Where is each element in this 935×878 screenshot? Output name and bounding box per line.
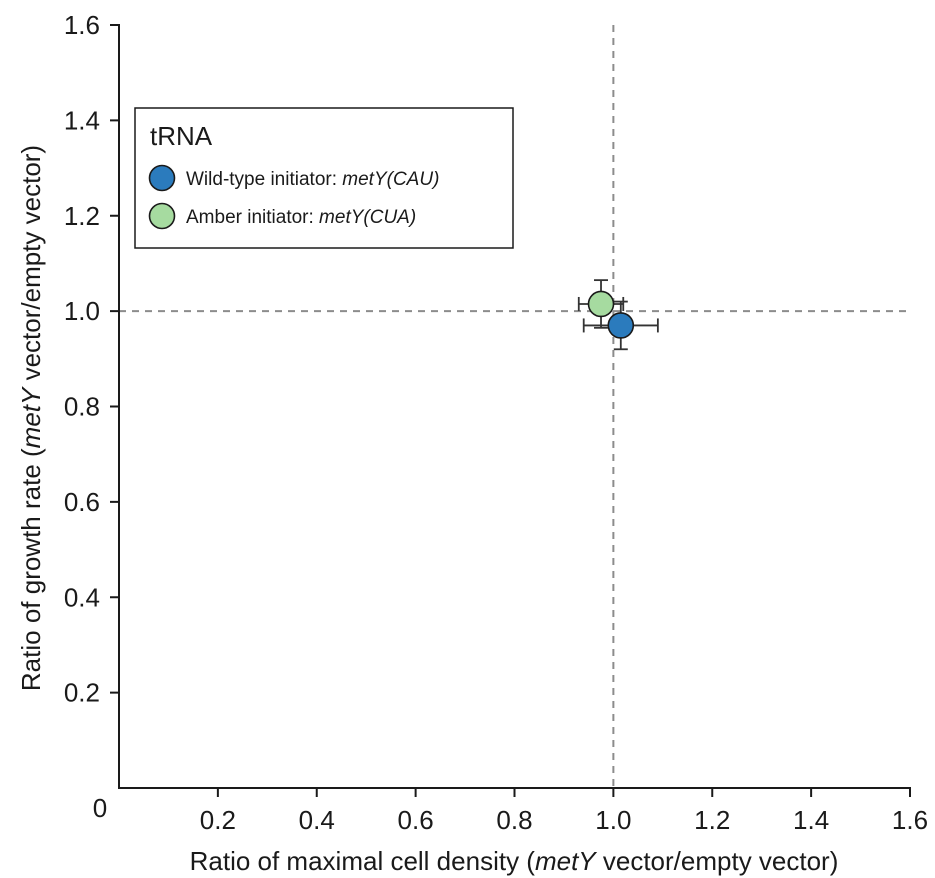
x-axis-title-part-1: Ratio of maximal cell density ( [190, 846, 536, 876]
data-points [577, 279, 659, 351]
legend-label-gene: metY(CAU) [342, 169, 439, 190]
data-point [607, 312, 635, 339]
x-axis-title-gene: metY [535, 846, 597, 876]
y-tick-label: 0.4 [64, 582, 100, 612]
y-tick-label: 1.2 [64, 201, 100, 231]
y-axis-title-part-2: vector/empty vector) [16, 145, 46, 388]
legend-entries: Wild-type initiator: metY(CAU) Amber init… [148, 164, 439, 230]
legend-label: Amber initiator: metY(CUA) [186, 207, 416, 228]
legend-label-prefix: Amber initiator: [186, 207, 319, 228]
legend-title: tRNA [150, 121, 213, 151]
x-tick-label: 0.4 [299, 805, 335, 835]
y-axis-title: Ratio of growth rate (metY vector/empty … [16, 145, 46, 691]
y-axis-title-part-1: Ratio of growth rate ( [16, 448, 46, 691]
y-axis-title-gene: metY [16, 386, 46, 448]
y-tick-label: 1.6 [64, 10, 100, 40]
x-tick-label: 1.4 [793, 805, 829, 835]
x-tick-label: 1.0 [595, 805, 631, 835]
legend-marker [148, 202, 176, 230]
y-tick-label: 0.2 [64, 678, 100, 708]
legend-label: Wild-type initiator: metY(CAU) [186, 169, 439, 190]
data-point-group [582, 300, 659, 351]
y-tick-label: 0.6 [64, 487, 100, 517]
legend-marker [148, 164, 176, 192]
legend: tRNA Wild-type initiator: metY(CAU) Amber… [134, 107, 514, 249]
legend-box [134, 107, 514, 249]
origin-label: 0 [93, 793, 107, 823]
x-tick-label: 0.8 [496, 805, 532, 835]
y-tick-label: 1.4 [64, 105, 100, 135]
legend-label-gene: metY(CUA) [319, 207, 416, 228]
reference-lines [119, 25, 910, 788]
x-tick-label: 1.6 [892, 805, 928, 835]
x-tick-label: 0.2 [200, 805, 236, 835]
ticks: 0.2 0.4 0.6 0.8 1.0 1.2 1.4 1.6 0.2 0.4 0.6 0.8 1.0 1… [64, 10, 928, 835]
x-axis-title-part-2: vector/empty vector) [596, 846, 839, 876]
y-tick-label: 0.8 [64, 392, 100, 422]
legend-label-prefix: Wild-type initiator: [186, 169, 342, 190]
y-tick-label: 1.0 [64, 296, 100, 326]
x-tick-label: 0.6 [398, 805, 434, 835]
x-axis-title: Ratio of maximal cell density (metY vect… [190, 846, 839, 876]
data-point [587, 290, 615, 318]
x-tick-label: 1.2 [694, 805, 730, 835]
data-point-group [577, 279, 625, 329]
